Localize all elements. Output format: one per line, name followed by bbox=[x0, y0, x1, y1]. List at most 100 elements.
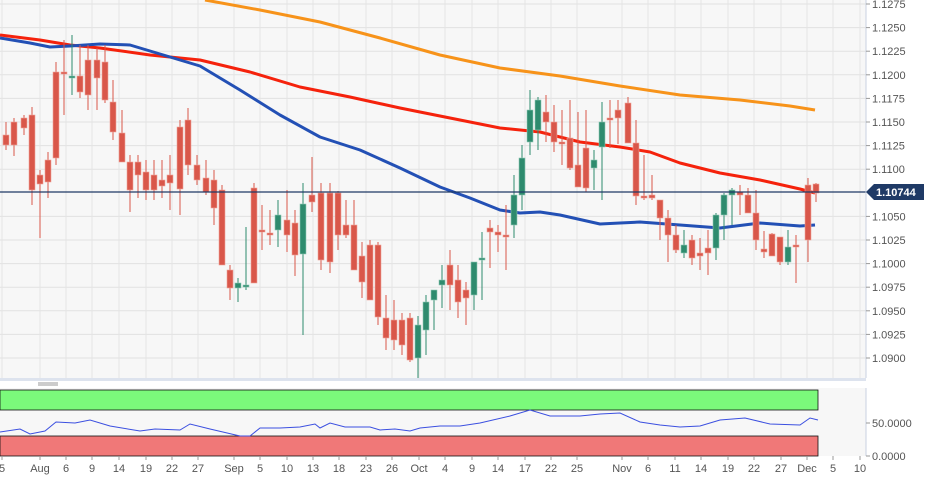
time-tick: 10 bbox=[854, 463, 866, 475]
bullish-candle bbox=[510, 194, 518, 226]
bullish-candle bbox=[422, 301, 430, 331]
time-tick: 6 bbox=[645, 463, 651, 475]
bearish-candle bbox=[614, 109, 622, 119]
overbought-zone bbox=[0, 389, 819, 411]
gridlines bbox=[0, 0, 866, 378]
bullish-candle bbox=[299, 203, 307, 255]
time-tick: 18 bbox=[333, 463, 345, 475]
time-tick: 19 bbox=[140, 463, 152, 475]
price-tick: 1.1225 bbox=[872, 46, 906, 58]
last-price-tag: 1.10744 bbox=[866, 184, 924, 200]
bearish-candle bbox=[342, 224, 350, 236]
bullish-candle bbox=[590, 159, 598, 169]
bearish-candle bbox=[688, 239, 696, 259]
time-tick: 23 bbox=[360, 463, 372, 475]
candlesticks bbox=[2, 35, 820, 380]
bearish-candle bbox=[494, 231, 502, 236]
bearish-candle bbox=[126, 161, 134, 191]
bearish-candle bbox=[792, 244, 800, 248]
time-tick: 11 bbox=[669, 463, 680, 475]
bearish-candle bbox=[446, 264, 454, 286]
price-tick: 1.1175 bbox=[872, 93, 905, 105]
time-tick: Oct bbox=[410, 463, 427, 475]
bearish-candle bbox=[52, 71, 60, 159]
ma-line bbox=[0, 33, 816, 195]
bearish-candle bbox=[158, 179, 166, 187]
time-tick: 9 bbox=[469, 463, 475, 475]
bullish-candle bbox=[274, 214, 282, 231]
bearish-candle bbox=[226, 269, 234, 289]
bearish-candle bbox=[202, 177, 210, 193]
bearish-candle bbox=[176, 126, 184, 190]
osc-tick-0: 0.0000 bbox=[872, 451, 906, 463]
time-tick: Aug bbox=[30, 463, 50, 475]
last-price-value: 1.10744 bbox=[876, 187, 917, 199]
bearish-candle bbox=[624, 102, 632, 144]
time-tick: 14 bbox=[695, 463, 707, 475]
bullish-candle bbox=[720, 194, 728, 216]
bearish-candle bbox=[574, 164, 582, 188]
oscillator-axis[interactable]: 50.0000 0.0000 bbox=[866, 418, 912, 463]
bearish-candle bbox=[283, 219, 291, 236]
bearish-candle bbox=[744, 194, 752, 214]
time-tick: 22 bbox=[748, 463, 760, 475]
bullish-candle bbox=[526, 109, 534, 143]
price-axis[interactable]: 1.1275 1.1250 1.1225 1.1200 1.1175 1.1150 1.11… bbox=[866, 0, 906, 365]
oversold-zone bbox=[0, 435, 819, 457]
price-tick: 1.0975 bbox=[872, 282, 906, 294]
bullish-candle bbox=[234, 282, 242, 289]
time-tick: 14 bbox=[113, 463, 125, 475]
bearish-candle bbox=[664, 217, 672, 236]
bullish-candle bbox=[242, 284, 250, 288]
bearish-candle bbox=[218, 189, 226, 266]
bullish-candle bbox=[518, 157, 526, 196]
bearish-candle bbox=[326, 192, 334, 263]
bearish-candle bbox=[350, 224, 358, 271]
bearish-candle bbox=[101, 61, 109, 101]
bearish-candle bbox=[20, 117, 28, 129]
pane-divider[interactable] bbox=[0, 378, 866, 381]
bearish-candle bbox=[462, 289, 470, 299]
pane-resize-handle[interactable] bbox=[38, 382, 58, 386]
time-tick: 5 bbox=[830, 463, 836, 475]
time-tick: 27 bbox=[192, 463, 204, 475]
bearish-candle bbox=[134, 161, 142, 176]
osc-tick-50: 50.0000 bbox=[872, 418, 912, 430]
time-tick: 22 bbox=[545, 463, 557, 475]
bullish-candle bbox=[470, 261, 478, 296]
bearish-candle bbox=[266, 232, 274, 236]
bearish-candle bbox=[84, 59, 92, 96]
bearish-candle bbox=[308, 194, 316, 203]
bearish-candle bbox=[10, 121, 18, 146]
bullish-candle bbox=[712, 214, 720, 249]
bearish-candle bbox=[166, 174, 174, 184]
ma-line bbox=[204, 0, 816, 112]
bearish-candle bbox=[366, 244, 374, 301]
bearish-candle bbox=[291, 222, 299, 256]
time-tick: 5 bbox=[257, 463, 263, 475]
bearish-candle bbox=[752, 212, 760, 241]
time-tick: 19 bbox=[722, 463, 734, 475]
bullish-candle bbox=[534, 99, 542, 131]
bearish-candle bbox=[606, 117, 614, 121]
bearish-candle bbox=[656, 199, 664, 219]
bearish-candle bbox=[2, 134, 10, 146]
bearish-candle bbox=[812, 183, 820, 194]
bearish-candle bbox=[184, 119, 192, 166]
time-tick: Dec bbox=[797, 463, 817, 475]
bearish-candle bbox=[210, 179, 218, 209]
bearish-candle bbox=[118, 132, 126, 163]
bearish-candle bbox=[760, 248, 768, 253]
bearish-candle bbox=[193, 164, 201, 181]
time-tick: 6 bbox=[63, 463, 69, 475]
bearish-candle bbox=[454, 279, 462, 303]
bearish-candle bbox=[390, 319, 398, 341]
time-axis[interactable]: 5 Aug 6 9 14 19 22 27 Sep 5 10 13 18 23 26 Oct 4 9 14 17 22 2… bbox=[0, 456, 866, 475]
bullish-candle bbox=[680, 244, 688, 254]
bearish-candle bbox=[250, 187, 258, 284]
bearish-candle bbox=[640, 195, 648, 199]
bullish-candle bbox=[430, 289, 438, 301]
bearish-candle bbox=[582, 147, 590, 189]
price-tick: 1.1100 bbox=[872, 164, 905, 176]
